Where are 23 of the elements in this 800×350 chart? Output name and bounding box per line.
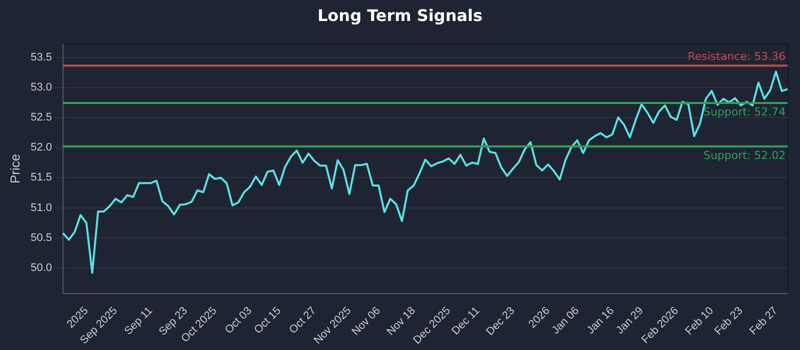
x-tick-label: Nov 06 [350, 304, 383, 338]
x-tick-label: Feb 27 [748, 304, 780, 338]
y-tick-label: 51.5 [30, 172, 52, 184]
x-tick-label: Oct 27 [287, 304, 319, 336]
y-tick-label: 51.0 [30, 202, 52, 214]
x-tick-label: Sep 11 [122, 304, 155, 338]
x-tick-label: Dec 23 [484, 304, 518, 338]
x-tick-label: Dec 11 [450, 304, 482, 338]
y-tick-label: 53.5 [30, 51, 52, 64]
x-tick-label: Feb 23 [712, 304, 746, 338]
ref-line-label: Support: 52.74 [703, 105, 786, 118]
y-tick-label: 52.0 [30, 142, 52, 154]
x-tick-label: Jan 06 [550, 304, 582, 337]
ref-line-label: Resistance: 53.36 [688, 50, 786, 64]
x-tick-label: Oct 15 [252, 304, 284, 336]
y-tick-label: 53.0 [30, 81, 52, 94]
ref-line-label: Support: 52.02 [703, 148, 786, 162]
y-tick-label: 52.5 [30, 112, 52, 124]
x-tick-label: Oct 03 [222, 304, 254, 336]
y-axis-title: Price [7, 154, 22, 184]
chart-title: Long Term Signals [316, 5, 484, 27]
y-tick-label: 50.0 [30, 262, 52, 274]
y-tick-label: 50.5 [30, 232, 52, 244]
